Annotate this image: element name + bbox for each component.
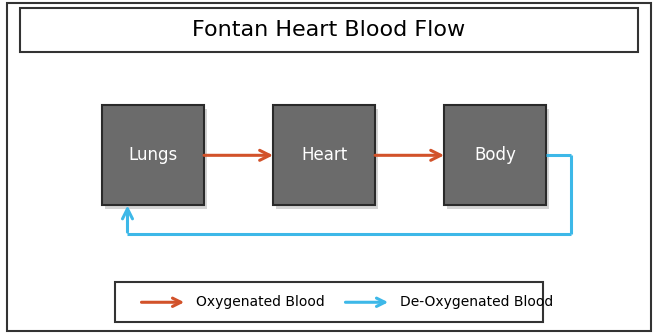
Text: Heart: Heart xyxy=(301,146,347,164)
FancyBboxPatch shape xyxy=(273,105,375,205)
FancyBboxPatch shape xyxy=(7,3,651,331)
FancyBboxPatch shape xyxy=(444,105,546,205)
FancyBboxPatch shape xyxy=(102,105,204,205)
FancyBboxPatch shape xyxy=(447,109,549,209)
Text: Fontan Heart Blood Flow: Fontan Heart Blood Flow xyxy=(192,20,466,40)
Text: Oxygenated Blood: Oxygenated Blood xyxy=(196,295,325,309)
Text: Lungs: Lungs xyxy=(128,146,178,164)
FancyBboxPatch shape xyxy=(105,109,207,209)
Text: Body: Body xyxy=(474,146,516,164)
FancyBboxPatch shape xyxy=(115,282,543,322)
Text: De-Oxygenated Blood: De-Oxygenated Blood xyxy=(400,295,553,309)
FancyBboxPatch shape xyxy=(276,109,378,209)
FancyBboxPatch shape xyxy=(20,8,638,52)
